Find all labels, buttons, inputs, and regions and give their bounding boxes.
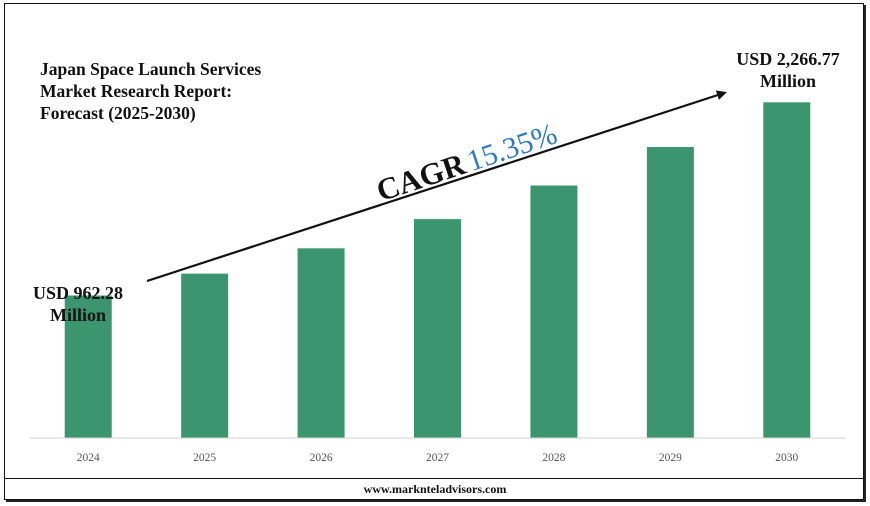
bar-2030 xyxy=(763,102,811,438)
x-tick-label-2024: 2024 xyxy=(77,452,100,464)
growth-arrow xyxy=(146,90,727,283)
bar-2028 xyxy=(530,185,578,438)
x-tick-label-2027: 2027 xyxy=(426,452,449,464)
title-line-3: Forecast (2025-2030) xyxy=(40,103,196,123)
bar-2024 xyxy=(64,295,112,438)
title-line-2: Market Research Report: xyxy=(40,81,233,101)
footer-divider xyxy=(4,478,864,479)
start-value-unit: Million xyxy=(49,305,106,325)
x-tick-label-2026: 2026 xyxy=(310,452,333,464)
bar-2025 xyxy=(181,273,229,438)
bar-2029 xyxy=(646,147,694,439)
end-value-amount: USD 2,266.77 xyxy=(736,49,840,69)
bar-2026 xyxy=(297,248,345,438)
x-tick-label-2025: 2025 xyxy=(193,452,216,464)
end-value-unit: Million xyxy=(759,71,816,91)
footer-website: www.marknteladvisors.com xyxy=(363,482,507,496)
end-value-label: USD 2,266.77 Million xyxy=(720,48,856,92)
title-line-1: Japan Space Launch Services xyxy=(40,59,262,79)
start-value-amount: USD 962.28 xyxy=(32,283,123,303)
chart-title: Japan Space Launch Services Market Resea… xyxy=(40,58,340,124)
x-tick-label-2029: 2029 xyxy=(659,452,682,464)
start-value-label: USD 962.28 Million xyxy=(18,282,138,326)
bar-2027 xyxy=(414,219,461,438)
x-tick-label-2030: 2030 xyxy=(775,452,798,464)
x-tick-label-2028: 2028 xyxy=(542,452,565,464)
